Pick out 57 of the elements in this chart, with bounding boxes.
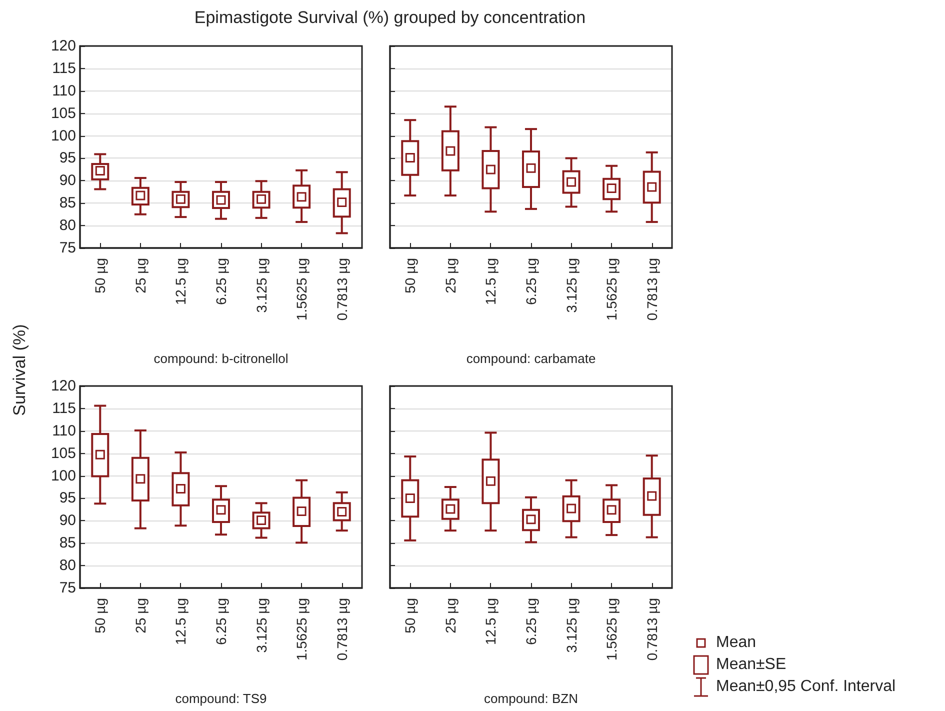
- chart-title: Epimastigote Survival (%) grouped by concentration: [193, 8, 587, 28]
- y-tick-label: 110: [52, 82, 76, 100]
- x-tick-label: 12.5 µg: [172, 598, 189, 645]
- y-tick-label: 100: [50, 467, 76, 484]
- x-tick-label: 3.125 µg: [563, 598, 580, 653]
- x-tick-label: 12.5 µg: [482, 258, 499, 305]
- y-tick-label: 115: [52, 400, 76, 417]
- y-tick-label: 80: [59, 557, 76, 574]
- x-tick-label: 0.7813 µg: [644, 598, 660, 661]
- text: Mean: [716, 634, 756, 652]
- y-tick-label: 75: [59, 240, 76, 256]
- y-tick-label: 120: [50, 38, 76, 54]
- x-tick-label: 3.125 µg: [253, 598, 270, 653]
- y-tick-label: 120: [50, 378, 76, 394]
- x-tick-label: 3.125 µg: [253, 258, 270, 313]
- x-tick-label: 0.7813 µg: [334, 258, 350, 321]
- x-axis-title: compound: b-citronellol: [154, 351, 288, 366]
- y-tick-label: 90: [59, 172, 76, 190]
- x-tick-label: 25 µg: [132, 598, 148, 634]
- y-axis-title: Survival (%): [10, 324, 30, 416]
- x-tick-label: 50 µg: [92, 258, 108, 294]
- x-tick-label: 6.25 µg: [523, 258, 539, 305]
- x-tick-label: 50 µg: [402, 258, 418, 294]
- x-tick-label: 1.5625 µg: [604, 598, 620, 661]
- x-tick-label: 1.5625 µg: [294, 598, 310, 661]
- x-tick-label: 50 µg: [402, 598, 418, 634]
- y-tick-label: 105: [50, 104, 76, 122]
- x-tick-label: 0.7813 µg: [644, 258, 660, 321]
- y-tick-label: 100: [50, 127, 76, 144]
- y-tick-label: 105: [50, 444, 76, 462]
- x-tick-label: 6.25 µg: [523, 598, 539, 645]
- x-tick-label: 12.5 µg: [172, 258, 189, 305]
- y-tick-label: 95: [59, 490, 76, 507]
- x-axis-title: compound: TS9: [175, 691, 267, 706]
- x-tick-label: 12.5 µg: [482, 598, 499, 645]
- x-tick-label: 6.25 µg: [213, 258, 229, 305]
- x-tick-label: 25 µg: [132, 258, 148, 294]
- text: Mean±0,95 Conf. Interval: [716, 678, 896, 696]
- x-tick-label: 0.7813 µg: [334, 598, 350, 661]
- y-tick-label: 75: [59, 580, 76, 596]
- x-tick-label: 1.5625 µg: [294, 258, 310, 321]
- x-tick-label: 1.5625 µg: [604, 258, 620, 321]
- y-tick-label: 85: [59, 534, 76, 552]
- y-tick-label: 95: [59, 150, 76, 167]
- x-tick-label: 3.125 µg: [563, 258, 580, 313]
- y-tick-label: 90: [59, 512, 76, 530]
- x-tick-label: 6.25 µg: [213, 598, 229, 645]
- y-tick-label: 115: [52, 60, 76, 77]
- x-tick-label: 25 µg: [442, 598, 458, 634]
- text: Mean±SE: [716, 656, 786, 674]
- x-tick-label: 25 µg: [442, 258, 458, 294]
- y-tick-label: 80: [59, 217, 76, 234]
- x-axis-title: compound: carbamate: [466, 351, 596, 366]
- x-tick-label: 50 µg: [92, 598, 108, 634]
- y-tick-label: 110: [52, 422, 76, 440]
- x-axis-title: compound: BZN: [484, 691, 578, 706]
- y-tick-label: 85: [59, 194, 76, 212]
